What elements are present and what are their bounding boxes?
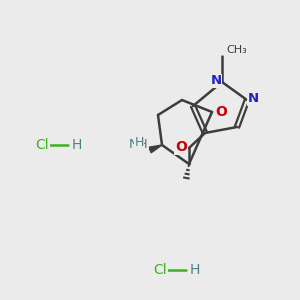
Text: NH: NH: [129, 139, 149, 152]
Text: N: N: [210, 74, 222, 88]
Text: O: O: [215, 105, 227, 119]
Text: H: H: [190, 263, 200, 277]
Polygon shape: [149, 145, 162, 153]
Text: H: H: [72, 138, 82, 152]
Text: O: O: [175, 140, 187, 154]
Text: N: N: [248, 92, 259, 106]
Text: Cl: Cl: [153, 263, 167, 277]
Text: H: H: [134, 136, 144, 148]
Text: CH₃: CH₃: [226, 45, 247, 55]
Text: Cl: Cl: [35, 138, 49, 152]
